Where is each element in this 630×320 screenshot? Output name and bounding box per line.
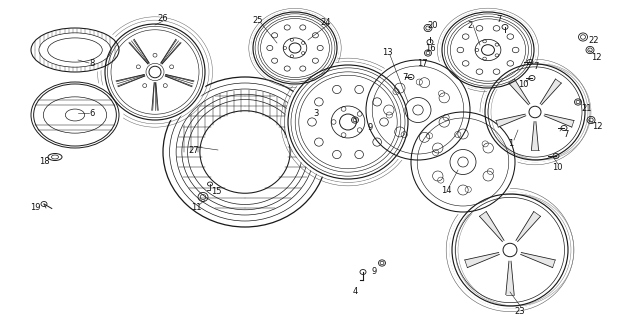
Polygon shape <box>508 79 530 105</box>
Ellipse shape <box>364 58 472 163</box>
Ellipse shape <box>449 191 571 309</box>
Text: 14: 14 <box>441 186 451 195</box>
Text: 10: 10 <box>552 163 562 172</box>
Text: 1: 1 <box>508 139 513 148</box>
Ellipse shape <box>440 10 536 90</box>
Polygon shape <box>520 252 555 268</box>
Text: 7: 7 <box>403 73 408 82</box>
Text: 3: 3 <box>313 108 319 117</box>
Polygon shape <box>516 212 541 242</box>
Text: 26: 26 <box>158 13 168 22</box>
Ellipse shape <box>200 111 290 193</box>
Ellipse shape <box>163 77 327 227</box>
Text: 9: 9 <box>367 123 372 132</box>
Text: 12: 12 <box>592 122 602 131</box>
Ellipse shape <box>103 22 207 123</box>
Polygon shape <box>531 122 539 150</box>
Text: 24: 24 <box>321 18 331 27</box>
Text: 27: 27 <box>189 146 199 155</box>
Text: 9: 9 <box>371 267 377 276</box>
Text: 6: 6 <box>89 108 94 117</box>
Ellipse shape <box>285 62 411 182</box>
Ellipse shape <box>251 10 339 86</box>
Polygon shape <box>544 114 574 127</box>
Text: 19: 19 <box>30 204 40 212</box>
Text: 12: 12 <box>591 52 601 61</box>
Polygon shape <box>496 114 526 127</box>
Text: 20: 20 <box>428 20 438 29</box>
Text: 8: 8 <box>89 59 94 68</box>
Polygon shape <box>506 261 514 295</box>
Polygon shape <box>479 212 504 242</box>
Text: 4: 4 <box>352 287 358 297</box>
Polygon shape <box>540 79 561 105</box>
Text: 7: 7 <box>534 61 539 70</box>
Text: 13: 13 <box>382 47 392 57</box>
Text: 18: 18 <box>38 156 49 165</box>
Text: 7: 7 <box>496 14 501 23</box>
Text: 7: 7 <box>563 130 569 139</box>
Ellipse shape <box>408 109 518 214</box>
Polygon shape <box>465 252 500 268</box>
Text: 23: 23 <box>515 307 525 316</box>
Text: 16: 16 <box>425 44 435 52</box>
Text: 15: 15 <box>211 187 221 196</box>
Text: 22: 22 <box>589 36 599 44</box>
Ellipse shape <box>26 79 123 151</box>
Ellipse shape <box>26 26 123 74</box>
Ellipse shape <box>483 61 588 163</box>
Text: 21: 21 <box>581 103 592 113</box>
Text: 10: 10 <box>518 79 528 89</box>
Text: 11: 11 <box>191 204 201 212</box>
Text: 25: 25 <box>253 15 263 25</box>
Text: 2: 2 <box>467 20 472 29</box>
Text: 17: 17 <box>416 59 427 68</box>
